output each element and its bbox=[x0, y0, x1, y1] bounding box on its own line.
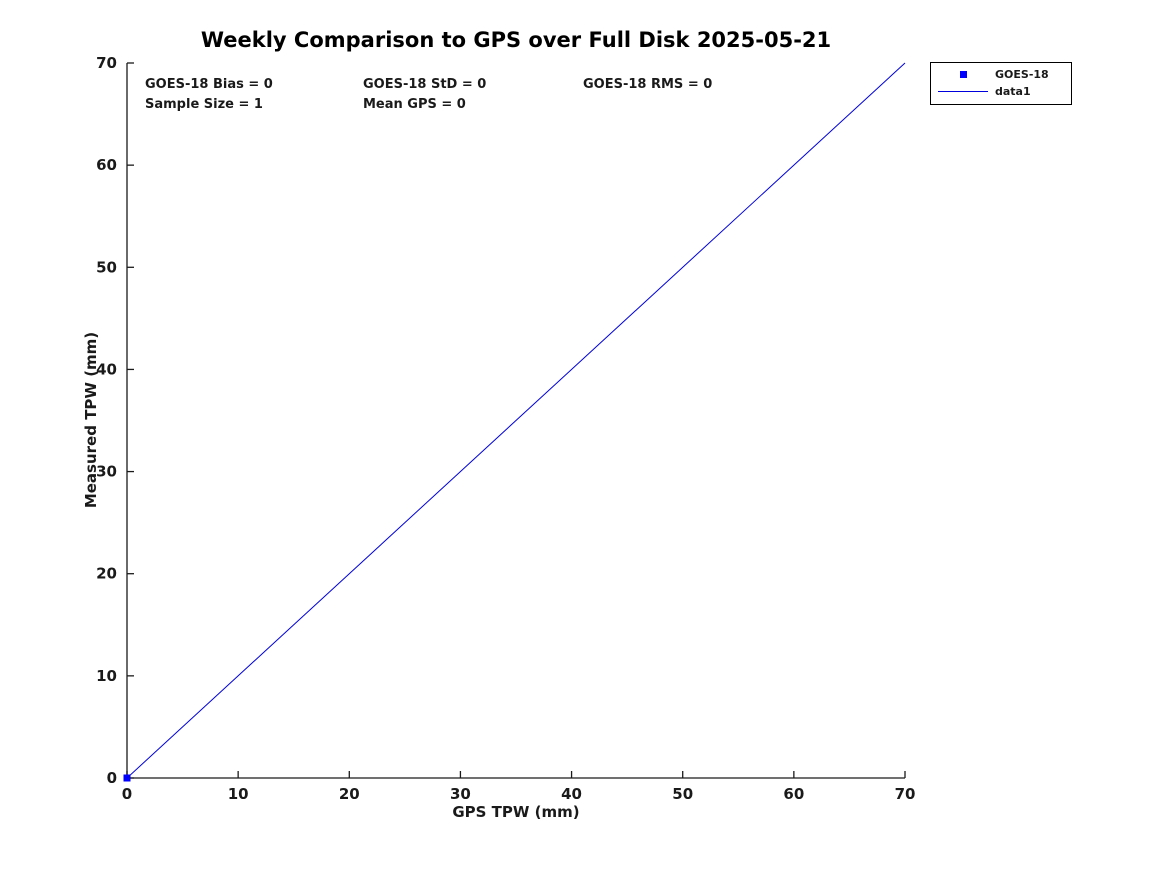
legend-entry-data1: data1 bbox=[931, 83, 1071, 100]
x-tick-label: 0 bbox=[122, 785, 132, 803]
annotation-mean-gps: Mean GPS = 0 bbox=[363, 97, 466, 112]
y-tick-label: 70 bbox=[96, 54, 117, 72]
x-axis-label: GPS TPW (mm) bbox=[452, 803, 580, 821]
x-tick-label: 70 bbox=[895, 785, 916, 803]
y-tick-label: 10 bbox=[96, 667, 117, 685]
annotation-sample-size: Sample Size = 1 bbox=[145, 97, 263, 112]
legend-line-icon bbox=[931, 91, 995, 92]
series-line-data1 bbox=[126, 62, 906, 779]
x-tick-label: 40 bbox=[561, 785, 582, 803]
x-tick-label: 50 bbox=[672, 785, 693, 803]
x-tick-label: 10 bbox=[228, 785, 249, 803]
x-tick-label: 60 bbox=[783, 785, 804, 803]
annotation-rms: GOES-18 RMS = 0 bbox=[583, 77, 713, 92]
annotation-bias: GOES-18 Bias = 0 bbox=[145, 77, 273, 92]
legend-label-goes18: GOES-18 bbox=[995, 68, 1049, 81]
chart-title: Weekly Comparison to GPS over Full Disk … bbox=[200, 28, 832, 52]
y-tick-label: 0 bbox=[107, 769, 117, 787]
legend-box: GOES-18 data1 bbox=[930, 62, 1072, 105]
legend-marker-icon bbox=[931, 71, 995, 78]
legend-label-data1: data1 bbox=[995, 85, 1031, 98]
legend-entry-goes18: GOES-18 bbox=[931, 66, 1071, 83]
x-tick-label: 20 bbox=[339, 785, 360, 803]
y-tick-label: 40 bbox=[96, 360, 117, 378]
y-tick-label: 50 bbox=[96, 258, 117, 276]
annotation-std: GOES-18 StD = 0 bbox=[363, 77, 487, 92]
y-axis-label: Measured TPW (mm) bbox=[82, 331, 100, 509]
y-tick-label: 20 bbox=[96, 565, 117, 583]
x-tick-label: 30 bbox=[450, 785, 471, 803]
y-tick-label: 60 bbox=[96, 156, 117, 174]
y-tick-label: 30 bbox=[96, 463, 117, 481]
